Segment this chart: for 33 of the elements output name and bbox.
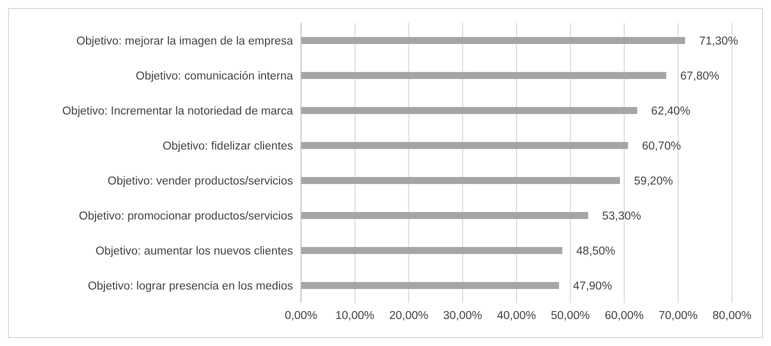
x-tick-label: 50,00% — [550, 310, 590, 322]
data-label: 47,90% — [573, 280, 612, 293]
x-tick-label: 80,00% — [712, 310, 752, 322]
y-tick-label: Objetivo: mejorar la imagen de la empresa — [76, 36, 294, 48]
x-tick-label: 30,00% — [443, 310, 482, 322]
x-tick-label: 60,00% — [604, 310, 644, 322]
data-label: 60,70% — [642, 140, 682, 153]
y-tick-label: Objetivo: aumentar los nuevos clientes — [95, 246, 294, 258]
data-label: 62,40% — [651, 106, 690, 118]
x-tick-label: 40,00% — [496, 310, 536, 322]
y-tick-label: Objetivo: fidelizar clientes — [162, 140, 294, 153]
x-tick-label: 70,00% — [658, 310, 698, 322]
data-label: 59,20% — [634, 176, 673, 188]
data-label: 48,50% — [576, 246, 616, 258]
bar — [301, 37, 686, 44]
data-label: 67,80% — [680, 70, 720, 83]
data-label: 53,30% — [602, 210, 642, 223]
y-tick-label: Objetivo: promocionar productos/servicios — [78, 210, 294, 223]
data-label: 71,30% — [699, 36, 738, 48]
x-tick-label: 0,00% — [284, 310, 318, 322]
bar — [301, 107, 638, 114]
y-tick-label: Objetivo: Incrementar la notoriedad de marca — [62, 106, 294, 118]
x-tick-label: 10,00% — [335, 310, 374, 322]
y-tick-label: Objetivo: comunicación interna — [136, 70, 294, 83]
bar — [301, 177, 620, 184]
bar — [301, 142, 628, 149]
bar — [301, 212, 588, 219]
x-tick-label: 20,00% — [389, 310, 428, 322]
y-tick-label: Objetivo: vender productos/servicios — [108, 176, 294, 188]
bar — [301, 72, 666, 79]
bar — [301, 247, 562, 254]
bar — [301, 282, 560, 289]
y-tick-label: Objetivo: lograr presencia en los medios — [88, 280, 294, 293]
